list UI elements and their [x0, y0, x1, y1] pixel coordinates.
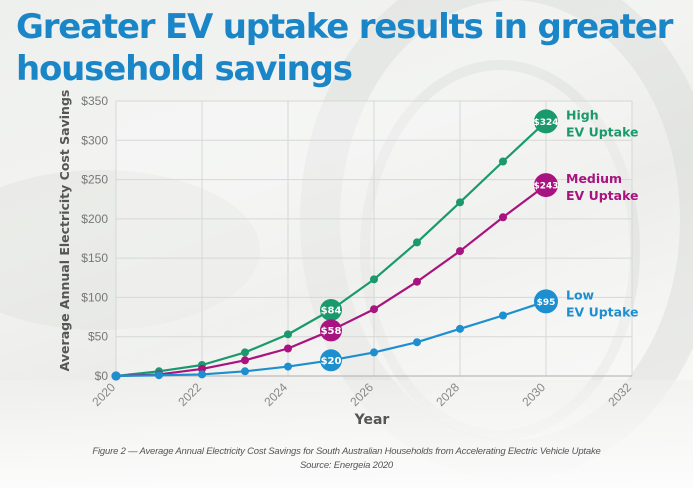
- y-tick-label: $150: [81, 251, 108, 265]
- data-point: [241, 356, 249, 365]
- value-bubble: [320, 319, 342, 342]
- y-tick-label: $50: [88, 330, 108, 344]
- title-line-2: household savings: [16, 49, 353, 89]
- value-bubble: [534, 109, 558, 134]
- data-point: [456, 324, 464, 333]
- data-point: [370, 305, 378, 314]
- x-tick-label: 2024: [261, 380, 290, 409]
- data-point: [499, 311, 507, 320]
- value-bubble-label: $84: [321, 306, 342, 317]
- value-bubble-label: $20: [321, 356, 342, 367]
- legend-label: Low EV Uptake: [566, 287, 639, 319]
- data-point: [456, 198, 464, 207]
- value-bubble: [534, 173, 558, 198]
- legend-label-line: EV Uptake: [566, 124, 639, 139]
- data-point: [413, 238, 421, 247]
- figure-source: Source: Energeia 2020: [300, 460, 393, 471]
- x-axis-title: Year: [354, 412, 390, 428]
- value-bubble-label: $95: [537, 298, 556, 308]
- figure-caption: Figure 2 — Average Annual Electricity Co…: [92, 446, 601, 457]
- x-tick-label: 2022: [175, 380, 204, 409]
- legend-label: Medium EV Uptake: [566, 171, 639, 203]
- x-tick-label: 2028: [433, 380, 462, 409]
- data-point: [456, 247, 464, 256]
- title-line-1: Greater EV uptake results in greater: [16, 7, 673, 47]
- value-bubble-label: $243: [533, 182, 558, 192]
- y-tick-label: $250: [81, 173, 108, 187]
- x-tick-label: 2030: [519, 380, 548, 409]
- chart-labels: $84 $324 High EV Uptake $58 $243 Medium EV Upta…: [320, 107, 639, 372]
- page-title: Greater EV uptake results in greater hou…: [16, 6, 673, 90]
- data-point: [370, 348, 378, 357]
- legend-label-line: EV Uptake: [566, 188, 639, 203]
- data-point: [284, 362, 292, 371]
- legend-label-line: High: [566, 107, 599, 122]
- y-tick-label: $200: [81, 212, 108, 226]
- data-point: [413, 338, 421, 347]
- x-tick-label: 2032: [605, 380, 634, 409]
- data-point: [198, 370, 206, 379]
- y-tick-label: $350: [81, 94, 108, 108]
- data-point: [155, 371, 163, 380]
- data-point: [284, 330, 292, 339]
- value-bubble: [320, 299, 342, 321]
- data-point: [198, 364, 206, 373]
- value-bubble-label: $58: [321, 326, 342, 337]
- data-point: [241, 348, 249, 357]
- data-point: [241, 367, 249, 376]
- y-tick-label: $100: [81, 290, 108, 304]
- data-point: [370, 275, 378, 284]
- x-tick-label: 2026: [347, 380, 376, 409]
- value-bubble: [534, 289, 558, 314]
- legend-label-line: EV Uptake: [566, 304, 639, 319]
- legend-label-line: Medium: [566, 171, 622, 186]
- y-tick-label: $300: [81, 133, 108, 147]
- y-axis-title: Average Annual Electricity Cost Savings: [57, 90, 72, 372]
- data-point: [499, 157, 507, 166]
- value-bubble-label: $324: [533, 118, 558, 128]
- chart-grid: [115, 100, 633, 377]
- data-point: [499, 213, 507, 222]
- data-point: [413, 277, 421, 286]
- data-point: [284, 344, 292, 353]
- x-tick-label: 2020: [89, 380, 118, 409]
- data-point: [111, 371, 121, 381]
- legend-label: High EV Uptake: [566, 107, 639, 139]
- legend-label-line: Low: [566, 287, 595, 302]
- value-bubble: [320, 349, 342, 372]
- y-tick-label: $0: [95, 369, 109, 383]
